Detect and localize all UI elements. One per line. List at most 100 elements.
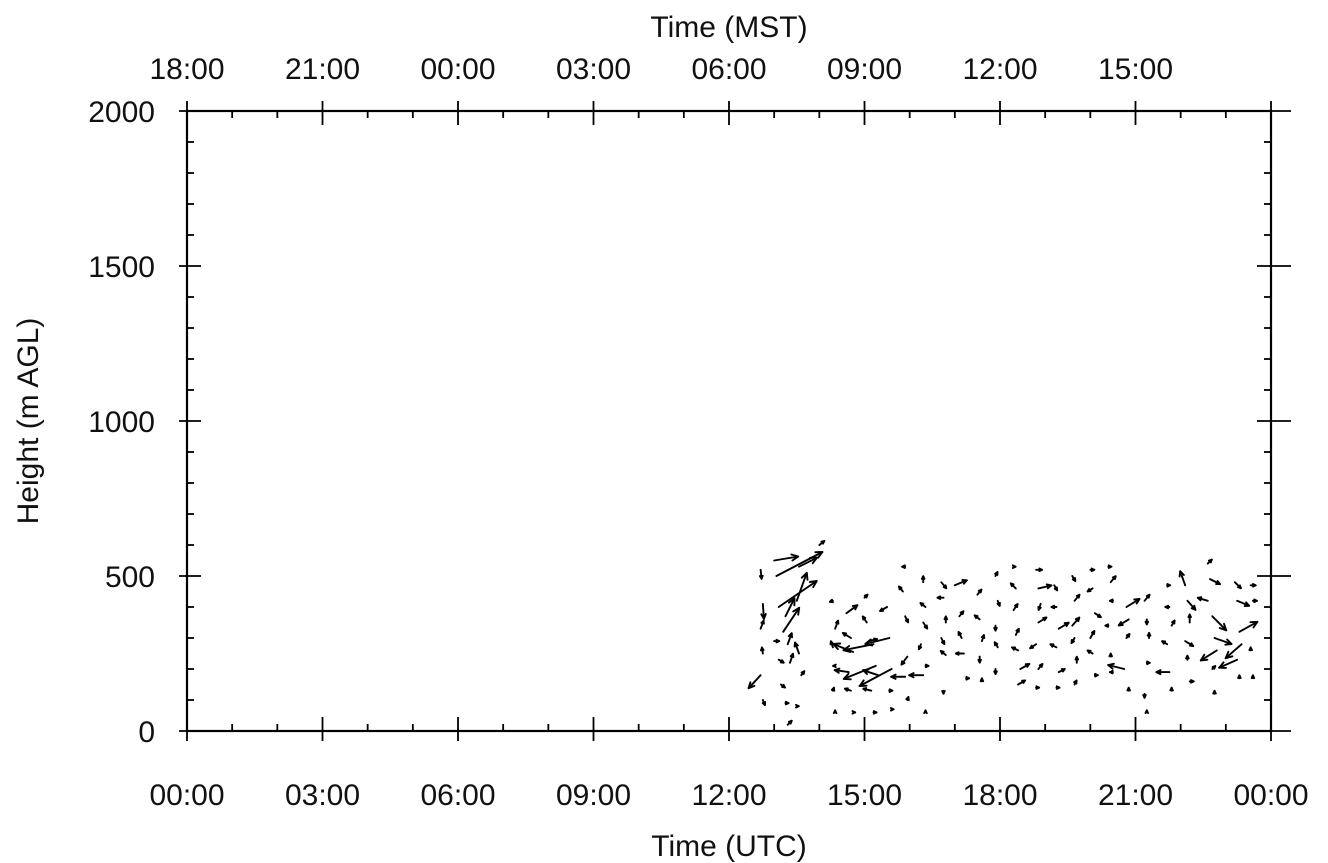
wind-vector bbox=[973, 614, 981, 621]
wind-vector-head bbox=[800, 670, 806, 676]
wind-vector-head bbox=[901, 564, 906, 569]
wind-vector bbox=[779, 683, 786, 689]
wind-vector bbox=[1035, 567, 1044, 573]
x2-tick-label: 09:00 bbox=[827, 53, 902, 86]
wind-vector bbox=[842, 664, 877, 681]
wind-vector-head bbox=[843, 687, 849, 692]
wind-vector bbox=[1250, 674, 1256, 680]
wind-vector-shaft bbox=[775, 551, 824, 577]
wind-vector bbox=[1211, 665, 1217, 670]
wind-vector-shaft bbox=[1238, 620, 1259, 633]
wind-vector-head bbox=[1107, 662, 1115, 670]
wind-vector-head bbox=[924, 663, 930, 669]
wind-vector-head bbox=[973, 614, 979, 620]
wind-vector bbox=[1143, 593, 1151, 602]
wind-vector-head bbox=[1146, 632, 1152, 637]
wind-vector bbox=[908, 672, 925, 679]
wind-vector bbox=[759, 619, 765, 630]
wind-vector-head bbox=[1188, 642, 1195, 648]
wind-vector-head bbox=[1146, 660, 1151, 666]
wind-vector-head bbox=[1185, 654, 1190, 660]
wind-vector bbox=[1093, 612, 1102, 619]
wind-vector-head bbox=[841, 632, 848, 637]
wind-vector bbox=[862, 668, 879, 677]
wind-vector-head bbox=[861, 615, 867, 621]
wind-vector-head bbox=[923, 624, 929, 630]
wind-vector-head bbox=[1215, 580, 1221, 586]
wind-vector bbox=[1185, 654, 1190, 661]
wind-vector-head bbox=[761, 701, 767, 706]
wind-vector bbox=[1209, 578, 1221, 586]
wind-vector-head bbox=[1096, 613, 1102, 619]
wind-vector-head bbox=[961, 579, 968, 585]
wind-vector bbox=[976, 588, 983, 596]
wind-vector-head bbox=[900, 660, 906, 666]
wind-vector bbox=[905, 696, 910, 701]
wind-vector-head bbox=[977, 588, 983, 594]
wind-vector-head bbox=[858, 679, 868, 687]
wind-vector-head bbox=[993, 670, 998, 675]
wind-vector-head bbox=[1073, 679, 1078, 685]
wind-vectors bbox=[747, 540, 1259, 726]
wind-vector bbox=[917, 643, 923, 651]
x2-tick-label: 18:00 bbox=[149, 53, 224, 86]
wind-vector-head bbox=[1199, 653, 1209, 662]
x-tick-label: 18:00 bbox=[962, 779, 1037, 812]
wind-vector-head bbox=[1070, 639, 1075, 644]
wind-vector-head bbox=[905, 696, 910, 701]
wind-vector bbox=[1070, 637, 1076, 644]
wind-vector bbox=[1206, 558, 1213, 565]
wind-vector-head bbox=[1063, 621, 1070, 628]
wind-vector-head bbox=[830, 686, 836, 692]
wind-vector-head bbox=[1009, 582, 1015, 588]
wind-vector-head bbox=[980, 634, 986, 640]
wind-vector bbox=[1011, 646, 1020, 652]
wind-vector-head bbox=[1014, 603, 1019, 609]
x-tick-label: 00:00 bbox=[1233, 779, 1308, 812]
wind-vector bbox=[941, 689, 946, 695]
wind-vector-head bbox=[1050, 604, 1056, 610]
wind-vector-head bbox=[1196, 596, 1203, 602]
wind-vector bbox=[832, 642, 855, 653]
wind-vector-head bbox=[851, 710, 857, 715]
wind-vector bbox=[1211, 615, 1228, 632]
wind-vector-head bbox=[1107, 564, 1113, 569]
wind-vector bbox=[957, 631, 963, 639]
wind-vector-head bbox=[1108, 652, 1113, 658]
wind-vector-head bbox=[879, 607, 885, 612]
wind-vector-head bbox=[1237, 674, 1242, 679]
wind-vector bbox=[953, 579, 968, 587]
wind-vector-shaft bbox=[784, 597, 796, 618]
wind-vector-shaft bbox=[1199, 649, 1218, 662]
wind-vector-shaft bbox=[782, 606, 801, 633]
wind-vector-head bbox=[1104, 623, 1110, 628]
wind-vector bbox=[1055, 685, 1061, 690]
wind-vector bbox=[1108, 652, 1113, 658]
wind-vector-head bbox=[1094, 672, 1099, 678]
wind-vector bbox=[1178, 570, 1187, 587]
wind-vector bbox=[922, 621, 929, 630]
wind-vector-head bbox=[814, 551, 824, 559]
wind-vector-head bbox=[1187, 613, 1192, 619]
wind-vector-head bbox=[904, 618, 910, 624]
wind-vector bbox=[786, 719, 793, 726]
wind-vector bbox=[1146, 632, 1152, 639]
wind-vector-head bbox=[908, 672, 915, 679]
wind-vector-shaft bbox=[773, 555, 800, 562]
wind-vector bbox=[1071, 575, 1077, 582]
x2-tick-label: 00:00 bbox=[420, 53, 495, 86]
y-tick-label: 0 bbox=[138, 716, 155, 749]
wind-vector-head bbox=[1243, 601, 1251, 608]
wind-vector bbox=[1161, 640, 1169, 646]
wind-vector-shaft bbox=[858, 668, 893, 687]
wind-vector bbox=[1142, 692, 1147, 699]
wind-vector-shaft bbox=[845, 604, 859, 615]
wind-vector bbox=[1037, 616, 1048, 624]
wind-vector-head bbox=[863, 593, 869, 599]
wind-vector bbox=[862, 687, 873, 692]
wind-vector bbox=[789, 652, 795, 664]
wind-vector-head bbox=[942, 584, 948, 590]
wind-vector bbox=[1104, 623, 1110, 628]
wind-vector bbox=[1035, 685, 1041, 690]
